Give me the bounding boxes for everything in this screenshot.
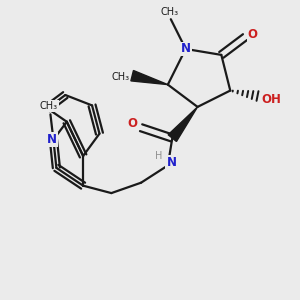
Text: N: N — [181, 42, 191, 56]
Text: CH₃: CH₃ — [160, 7, 178, 17]
Polygon shape — [168, 107, 198, 142]
Text: H: H — [154, 151, 162, 160]
Text: O: O — [128, 117, 138, 130]
Text: CH₃: CH₃ — [111, 72, 129, 82]
Text: OH: OH — [261, 93, 281, 106]
Text: N: N — [47, 133, 57, 146]
Polygon shape — [131, 70, 168, 85]
Text: CH₃: CH₃ — [40, 101, 58, 111]
Text: N: N — [167, 156, 176, 169]
Text: O: O — [248, 28, 257, 41]
